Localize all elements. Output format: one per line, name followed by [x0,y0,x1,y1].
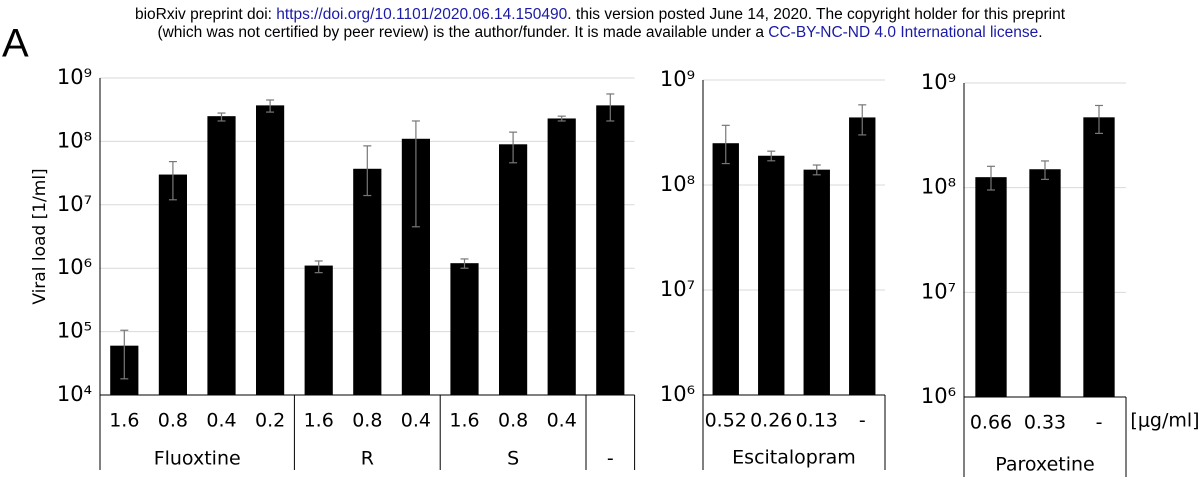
x-tick-label: 0.4 [206,410,236,432]
y-tick-label: 10⁸ [921,175,956,199]
x-tick-label: 1.6 [304,410,334,432]
y-tick-label: 10⁶ [57,255,92,279]
group-label: - [607,448,614,470]
x-tick-label: 0.4 [547,410,577,432]
preprint-header: bioRxiv preprint doi: https://doi.org/10… [0,6,1200,42]
y-tick-label: 10⁸ [660,172,695,196]
bar [596,105,625,395]
x-tick-label: 0.8 [158,410,188,432]
x-tick-label: 0.66 [970,412,1012,434]
x-tick-label: 0.8 [498,410,528,432]
y-tick-label: 10⁹ [921,70,956,94]
panel-label: A [2,22,29,66]
header-text: (which was not certified by peer review)… [157,24,769,41]
y-tick-label: 10⁹ [660,67,695,91]
unit-label: [μg/ml] [1130,410,1199,432]
x-tick-label: - [859,410,866,432]
x-tick-label: 0.52 [705,410,747,432]
bar [547,118,576,395]
group-label: Fluoxtine [154,448,241,470]
y-tick-label: 10⁶ [660,382,695,406]
bar [207,116,236,396]
doi-link[interactable]: https://doi.org/10.1101/2020.06.14.15049… [276,6,568,23]
bar [450,263,479,395]
header-text: bioRxiv preprint doi: [134,6,277,23]
group-label: Escitalopram [732,447,856,469]
header-text: . [1038,24,1043,41]
bar [849,117,876,395]
group-label: S [507,448,519,470]
group-label: R [361,448,374,470]
bar [353,168,382,395]
bar [758,155,785,395]
x-tick-label: 0.8 [352,410,382,432]
bar [304,265,333,395]
bar [499,144,528,395]
bar [1083,117,1115,397]
x-tick-label: 0.2 [255,410,285,432]
x-tick-label: 1.6 [109,410,139,432]
y-tick-label: 10⁶ [921,384,956,408]
x-tick-label: - [1096,412,1103,434]
license-link[interactable]: CC-BY-NC-ND 4.0 International license [768,24,1039,41]
bar [803,169,830,395]
bar [712,143,739,395]
x-tick-label: 0.13 [796,410,838,432]
y-tick-label: 10⁸ [57,128,92,152]
x-tick-label: 0.33 [1024,412,1066,434]
x-tick-label: 1.6 [449,410,479,432]
bar [975,177,1007,397]
y-tick-label: 10⁴ [57,382,92,406]
y-axis-label: Viral load [1/ml] [30,168,50,304]
bar [256,105,285,395]
x-tick-label: 0.26 [750,410,792,432]
bar [158,174,187,395]
y-tick-label: 10⁷ [660,277,695,301]
y-tick-label: 10⁷ [57,192,92,216]
header-text: . this version posted June 14, 2020. The… [567,6,1066,23]
y-tick-label: 10⁷ [921,279,956,303]
group-label: Paroxetine [995,454,1095,476]
bar [1029,169,1061,397]
x-tick-label: 0.4 [401,410,431,432]
y-tick-label: 10⁵ [57,319,92,343]
y-tick-label: 10⁹ [57,65,92,89]
